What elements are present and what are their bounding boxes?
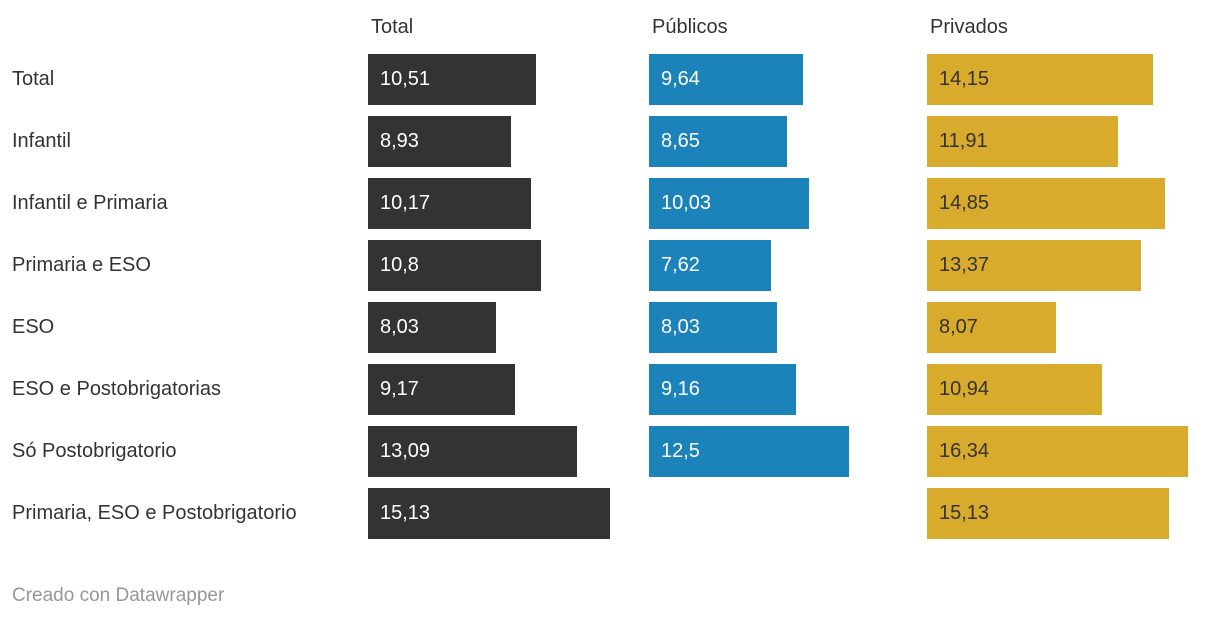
bar-value-label: 11,91 — [939, 130, 988, 152]
bar-cell: 9,17 — [368, 364, 649, 415]
column-header-privados: Privados — [930, 16, 1008, 38]
bar-value-label: 9,16 — [661, 378, 700, 400]
bar-cell: 14,15 — [927, 54, 1208, 105]
row-label: Primaria e ESO — [12, 254, 151, 276]
bar-cell: 7,62 — [649, 240, 927, 291]
chart-row: Primaria e ESO 10,8 7,62 13,37 — [0, 240, 1220, 291]
bar-privados: 14,15 — [927, 54, 1154, 105]
chart-row: Infantil e Primaria 10,17 10,03 14,85 — [0, 178, 1220, 229]
bar-cell: 15,13 — [368, 488, 649, 539]
bar-total: 10,8 — [368, 240, 541, 291]
bar-privados: 15,13 — [927, 488, 1170, 539]
bar-value-label: 13,09 — [380, 440, 431, 462]
chart-row: ESO 8,03 8,03 8,07 — [0, 302, 1220, 353]
bar-total: 10,17 — [368, 178, 531, 229]
bar-value-label: 10,17 — [380, 192, 431, 214]
bar-value-label: 14,15 — [939, 68, 990, 90]
bar-value-label: 10,94 — [939, 378, 990, 400]
bar-cell: 16,34 — [927, 426, 1208, 477]
bar-total: 10,51 — [368, 54, 537, 105]
bar-privados: 11,91 — [927, 116, 1118, 167]
bar-value-label: 15,13 — [380, 502, 431, 524]
bar-value-label: 8,93 — [380, 130, 419, 152]
bar-privados: 13,37 — [927, 240, 1141, 291]
bar-cell: 8,93 — [368, 116, 649, 167]
bar-value-label: 10,8 — [380, 254, 419, 276]
bar-cell: 13,09 — [368, 426, 649, 477]
chart-row: Só Postobrigatorio 13,09 12,5 16,34 — [0, 426, 1220, 477]
row-label: Infantil e Primaria — [12, 192, 168, 214]
bar-publicos: 12,5 — [649, 426, 849, 477]
bar-publicos: 8,65 — [649, 116, 788, 167]
bar-cell: 12,5 — [649, 426, 927, 477]
bar-value-label: 8,65 — [661, 130, 700, 152]
bar-cell: 15,13 — [927, 488, 1208, 539]
bar-value-label: 9,64 — [661, 68, 700, 90]
bar-cell: 10,03 — [649, 178, 927, 229]
bar-cell: 14,85 — [927, 178, 1208, 229]
bar-privados: 16,34 — [927, 426, 1189, 477]
row-label: ESO — [12, 316, 55, 338]
bar-publicos: 7,62 — [649, 240, 771, 291]
bar-cell: 8,07 — [927, 302, 1208, 353]
bar-cell: 9,16 — [649, 364, 927, 415]
bar-cell: 11,91 — [927, 116, 1208, 167]
bar-publicos: 9,64 — [649, 54, 804, 105]
bar-total: 13,09 — [368, 426, 578, 477]
bar-publicos: 8,03 — [649, 302, 778, 353]
bar-value-label: 7,62 — [661, 254, 700, 276]
bar-cell: 13,37 — [927, 240, 1208, 291]
column-header-total: Total — [371, 16, 414, 38]
chart-row: Primaria, ESO e Postobrigatorio 15,13 15,1… — [0, 488, 1220, 539]
bar-value-label: 10,51 — [380, 68, 431, 90]
bar-value-label: 12,5 — [661, 440, 700, 462]
row-label: Total — [12, 68, 55, 90]
bar-cell: 8,03 — [368, 302, 649, 353]
bar-cell — [649, 488, 927, 539]
column-headers: Total Públicos Privados — [0, 0, 1220, 54]
bar-value-label: 8,03 — [380, 316, 419, 338]
bar-total: 8,93 — [368, 116, 511, 167]
bar-publicos: 9,16 — [649, 364, 796, 415]
bar-cell: 10,17 — [368, 178, 649, 229]
bar-value-label: 15,13 — [939, 502, 990, 524]
row-label: ESO e Postobrigatorias — [12, 378, 221, 400]
bar-cell: 9,64 — [649, 54, 927, 105]
bar-publicos: 10,03 — [649, 178, 810, 229]
bar-value-label: 8,03 — [661, 316, 700, 338]
bar-total: 9,17 — [368, 364, 515, 415]
bar-value-label: 13,37 — [939, 254, 990, 276]
column-header-publicos: Públicos — [652, 16, 728, 38]
bar-privados: 14,85 — [927, 178, 1165, 229]
bar-cell: 10,94 — [927, 364, 1208, 415]
bar-cell: 10,51 — [368, 54, 649, 105]
bar-privados: 10,94 — [927, 364, 1103, 415]
bar-total: 8,03 — [368, 302, 497, 353]
row-label: Primaria, ESO e Postobrigatorio — [12, 502, 297, 524]
bar-privados: 8,07 — [927, 302, 1057, 353]
bar-value-label: 16,34 — [939, 440, 990, 462]
bar-value-label: 9,17 — [380, 378, 419, 400]
bar-total: 15,13 — [368, 488, 611, 539]
chart-row: ESO e Postobrigatorias 9,17 9,16 10,94 — [0, 364, 1220, 415]
row-label: Só Postobrigatorio — [12, 440, 177, 462]
chart-row: Infantil 8,93 8,65 11,91 — [0, 116, 1220, 167]
bar-cell: 8,03 — [649, 302, 927, 353]
chart-row: Total 10,51 9,64 14,15 — [0, 54, 1220, 105]
bar-value-label: 14,85 — [939, 192, 990, 214]
datawrapper-credit-link[interactable]: Creado con Datawrapper — [12, 585, 225, 606]
chart-rows: Total 10,51 9,64 14,15 Infantil 8,93 8,65 11,91… — [0, 54, 1220, 539]
row-label: Infantil — [12, 130, 71, 152]
bar-value-label: 10,03 — [661, 192, 712, 214]
bar-cell: 8,65 — [649, 116, 927, 167]
bar-cell: 10,8 — [368, 240, 649, 291]
bar-value-label: 8,07 — [939, 316, 978, 338]
